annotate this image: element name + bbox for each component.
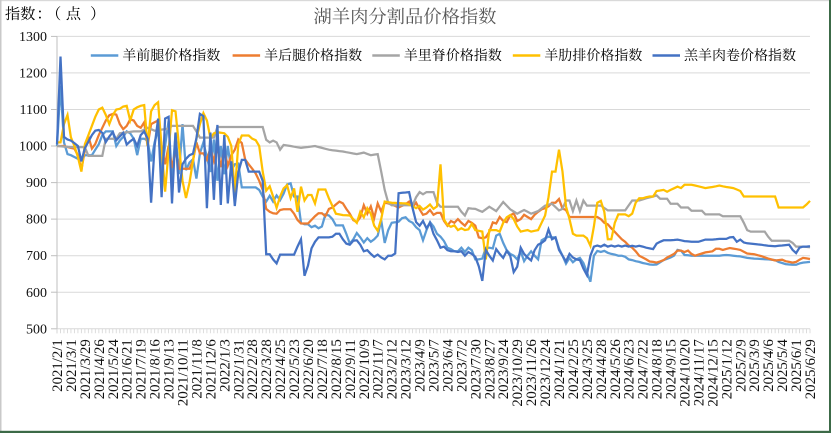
svg-text:600: 600 (26, 286, 47, 301)
svg-text:2021/8/16: 2021/8/16 (148, 339, 164, 399)
svg-text:2024/9/15: 2024/9/15 (664, 339, 680, 399)
svg-text:2023/10/29: 2023/10/29 (510, 339, 526, 406)
svg-text:2024/5/26: 2024/5/26 (608, 339, 624, 399)
svg-text:2024/2/25: 2024/2/25 (566, 339, 582, 399)
svg-text:2022/9/11: 2022/9/11 (343, 339, 359, 398)
svg-text:2023/11/26: 2023/11/26 (524, 339, 540, 406)
svg-text:1200: 1200 (19, 66, 47, 81)
svg-text:2021/4/26: 2021/4/26 (92, 339, 108, 399)
svg-text:2023/5/7: 2023/5/7 (427, 339, 443, 392)
svg-text:2023/7/2: 2023/7/2 (454, 339, 470, 392)
svg-text:2022/10/9: 2022/10/9 (357, 339, 373, 399)
svg-text:2025/1/12: 2025/1/12 (719, 339, 735, 399)
svg-text:900: 900 (26, 176, 47, 191)
svg-text:1000: 1000 (19, 140, 47, 155)
svg-text:2022/11/7: 2022/11/7 (371, 339, 387, 398)
svg-text:2025/3/9: 2025/3/9 (747, 339, 763, 392)
svg-text:2021/3/29: 2021/3/29 (78, 339, 94, 399)
svg-text:2023/2/12: 2023/2/12 (385, 339, 401, 399)
svg-text:800: 800 (26, 213, 47, 228)
svg-text:2024/3/25: 2024/3/25 (580, 339, 596, 399)
svg-text:1300: 1300 (19, 30, 47, 45)
svg-text:700: 700 (26, 249, 47, 264)
svg-text:2023/8/27: 2023/8/27 (482, 339, 498, 399)
svg-text:2021/5/24: 2021/5/24 (106, 339, 122, 400)
svg-text:2021/10/11: 2021/10/11 (176, 339, 192, 406)
svg-text:2025/4/6: 2025/4/6 (761, 339, 777, 392)
svg-text:2021/12/6: 2021/12/6 (203, 339, 219, 399)
svg-text:2024/8/18: 2024/8/18 (650, 339, 666, 399)
svg-text:2022/4/25: 2022/4/25 (273, 339, 289, 399)
svg-text:2023/4/9: 2023/4/9 (413, 339, 429, 392)
svg-text:2021/9/13: 2021/9/13 (162, 339, 178, 399)
svg-text:2022/1/31: 2022/1/31 (231, 339, 247, 399)
svg-text:2025/6/29: 2025/6/29 (803, 339, 819, 399)
svg-text:2021/7/19: 2021/7/19 (134, 339, 150, 399)
svg-text:2023/6/4: 2023/6/4 (440, 339, 456, 392)
svg-text:2025/5/4: 2025/5/4 (775, 339, 791, 392)
svg-text:1100: 1100 (20, 103, 47, 118)
svg-text:2021/6/21: 2021/6/21 (120, 339, 136, 399)
svg-text:2024/11/17: 2024/11/17 (691, 339, 707, 406)
svg-text:2022/3/28: 2022/3/28 (259, 339, 275, 399)
svg-text:2024/4/28: 2024/4/28 (594, 339, 610, 399)
svg-text:2022/2/28: 2022/2/28 (245, 339, 261, 399)
svg-text:2022/7/18: 2022/7/18 (315, 339, 331, 399)
svg-text:2022/8/15: 2022/8/15 (329, 339, 345, 399)
svg-text:2021/3/1: 2021/3/1 (64, 339, 80, 392)
svg-text:2023/9/24: 2023/9/24 (496, 339, 512, 400)
svg-text:2025/6/1: 2025/6/1 (789, 339, 805, 392)
svg-text:500: 500 (26, 322, 47, 337)
svg-text:2023/7/30: 2023/7/30 (468, 339, 484, 399)
svg-text:2024/6/23: 2024/6/23 (622, 339, 638, 399)
svg-text:2023/3/12: 2023/3/12 (399, 339, 415, 399)
svg-text:2023/12/24: 2023/12/24 (538, 339, 554, 407)
svg-text:2024/10/20: 2024/10/20 (678, 339, 694, 406)
svg-text:2024/12/15: 2024/12/15 (705, 339, 721, 406)
svg-text:2024/1/21: 2024/1/21 (552, 339, 568, 399)
svg-text:2022/5/23: 2022/5/23 (287, 339, 303, 399)
svg-text:2021/11/8: 2021/11/8 (189, 339, 205, 398)
svg-text:2025/2/9: 2025/2/9 (733, 339, 749, 392)
svg-text:2021/2/1: 2021/2/1 (50, 339, 66, 392)
svg-text:2024/7/22: 2024/7/22 (636, 339, 652, 399)
svg-text:2022/6/20: 2022/6/20 (301, 339, 317, 399)
svg-text:2022/1/3: 2022/1/3 (217, 339, 233, 392)
